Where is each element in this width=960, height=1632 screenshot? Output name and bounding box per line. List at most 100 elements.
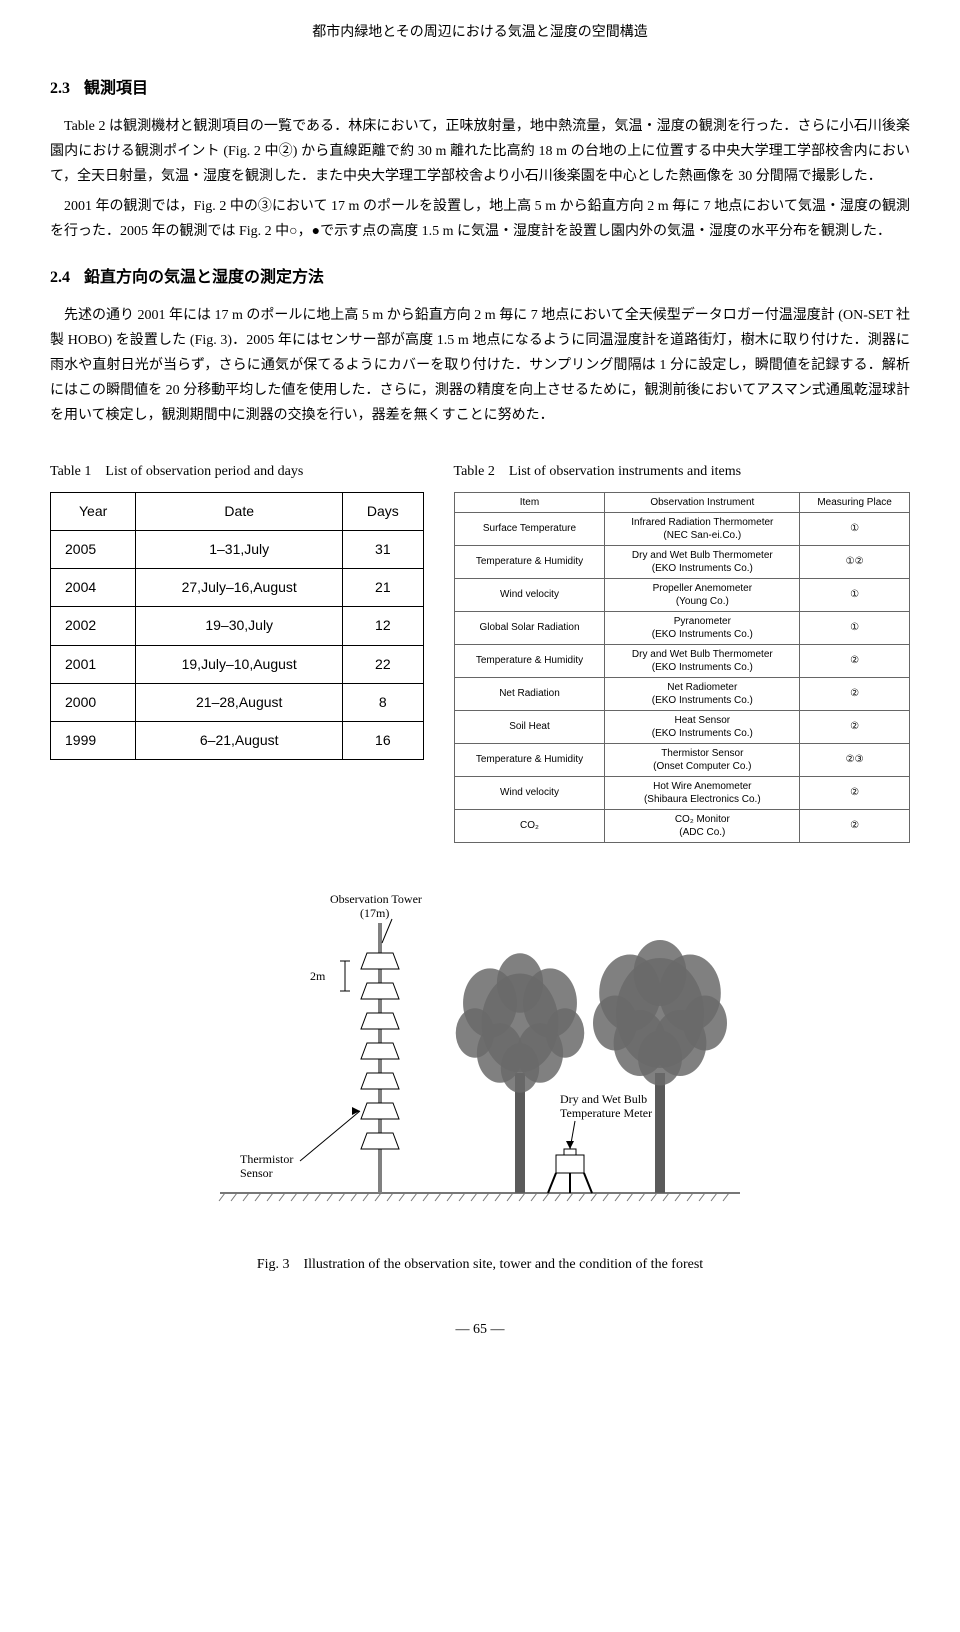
table-cell: ② (800, 776, 910, 809)
table-cell: 1999 (51, 721, 136, 759)
table-cell: 27,July–16,August (136, 569, 343, 607)
table-header-row: Year Date Days (51, 492, 424, 530)
table-cell: ① (800, 512, 910, 545)
table-cell: 2004 (51, 569, 136, 607)
table-cell: Surface Temperature (454, 512, 605, 545)
table-row: CO₂CO₂ Monitor(ADC Co.)② (454, 809, 910, 842)
tables-row: Table 1 List of observation period and d… (50, 459, 910, 843)
figure-3-svg: 2m Observation Tower(17m) ThermistorSensor… (200, 873, 760, 1233)
table-row: Surface TemperatureInfrared Radiation Th… (454, 512, 910, 545)
table-cell: Hot Wire Anemometer(Shibaura Electronics… (605, 776, 800, 809)
table-2-caption: Table 2 List of observation instruments … (454, 459, 911, 484)
table-cell: 21–28,August (136, 683, 343, 721)
table-cell: 2001 (51, 645, 136, 683)
table-header-cell: Measuring Place (800, 492, 910, 512)
table-cell: Heat Sensor(EKO Instruments Co.) (605, 710, 800, 743)
table-2: Item Observation Instrument Measuring Pl… (454, 492, 911, 843)
paragraph: 2001 年の観測では，Fig. 2 中の③において 17 m のポールを設置し… (50, 194, 910, 244)
table-row: Net RadiationNet Radiometer(EKO Instrume… (454, 677, 910, 710)
table-cell: Dry and Wet Bulb Thermometer(EKO Instrum… (605, 644, 800, 677)
section-title: 鉛直方向の気温と湿度の測定方法 (84, 269, 324, 286)
table-1-block: Table 1 List of observation period and d… (50, 459, 424, 843)
table-cell: ② (800, 677, 910, 710)
table-cell: ②③ (800, 743, 910, 776)
table-cell: 1–31,July (136, 531, 343, 569)
table-header-cell: Date (136, 492, 343, 530)
figure-3-block: 2m Observation Tower(17m) ThermistorSensor… (50, 873, 910, 1277)
table-row: Temperature & HumidityDry and Wet Bulb T… (454, 545, 910, 578)
section-2-4-header: 2.4 鉛直方向の気温と湿度の測定方法 (50, 264, 910, 293)
table-row: Temperature & HumidityThermistor Sensor(… (454, 743, 910, 776)
table-cell: 8 (343, 683, 423, 721)
table-row: 200219–30,July12 (51, 607, 424, 645)
table-cell: Net Radiation (454, 677, 605, 710)
table-cell: Temperature & Humidity (454, 545, 605, 578)
table-cell: Net Radiometer(EKO Instruments Co.) (605, 677, 800, 710)
table-cell: 19,July–10,August (136, 645, 343, 683)
table-row: Temperature & HumidityDry and Wet Bulb T… (454, 644, 910, 677)
table-1-caption: Table 1 List of observation period and d… (50, 459, 424, 484)
table-cell: Wind velocity (454, 578, 605, 611)
table-row: Wind velocityHot Wire Anemometer(Shibaur… (454, 776, 910, 809)
table-cell: Temperature & Humidity (454, 644, 605, 677)
table-row: Soil HeatHeat Sensor(EKO Instruments Co.… (454, 710, 910, 743)
table-cell: 2005 (51, 531, 136, 569)
table-row: Global Solar RadiationPyranometer(EKO In… (454, 611, 910, 644)
table-cell: 22 (343, 645, 423, 683)
table-cell: Infrared Radiation Thermometer(NEC San-e… (605, 512, 800, 545)
table-cell: Temperature & Humidity (454, 743, 605, 776)
svg-text:Temperature Meter: Temperature Meter (560, 1106, 652, 1120)
table-row: 200021–28,August8 (51, 683, 424, 721)
figure-3-caption: Fig. 3 Illustration of the observation s… (50, 1252, 910, 1277)
table-cell: Global Solar Radiation (454, 611, 605, 644)
table-cell: ② (800, 644, 910, 677)
table-cell: CO₂ (454, 809, 605, 842)
section-title: 観測項目 (84, 80, 148, 97)
svg-text:Sensor: Sensor (240, 1166, 273, 1180)
svg-text:2m: 2m (310, 969, 326, 983)
table-cell: Propeller Anemometer(Young Co.) (605, 578, 800, 611)
svg-text:(17m): (17m) (360, 906, 389, 920)
table-cell: 21 (343, 569, 423, 607)
table-cell: 6–21,August (136, 721, 343, 759)
table-cell: 31 (343, 531, 423, 569)
table-header-row: Item Observation Instrument Measuring Pl… (454, 492, 910, 512)
table-header-cell: Days (343, 492, 423, 530)
table-cell: ①② (800, 545, 910, 578)
section-number: 2.3 (50, 80, 70, 97)
table-row: 19996–21,August16 (51, 721, 424, 759)
table-cell: 19–30,July (136, 607, 343, 645)
table-cell: Pyranometer(EKO Instruments Co.) (605, 611, 800, 644)
table-cell: Thermistor Sensor(Onset Computer Co.) (605, 743, 800, 776)
section-2-3-header: 2.3 観測項目 (50, 75, 910, 104)
table-cell: Soil Heat (454, 710, 605, 743)
table-cell: ① (800, 578, 910, 611)
running-title: 都市内緑地とその周辺における気温と湿度の空間構造 (50, 20, 910, 45)
table-cell: 16 (343, 721, 423, 759)
table-header-cell: Item (454, 492, 605, 512)
table-cell: ② (800, 710, 910, 743)
table-cell: CO₂ Monitor(ADC Co.) (605, 809, 800, 842)
table-cell: Dry and Wet Bulb Thermometer(EKO Instrum… (605, 545, 800, 578)
table-header-cell: Observation Instrument (605, 492, 800, 512)
table-cell: ① (800, 611, 910, 644)
table-cell: 2000 (51, 683, 136, 721)
section-number: 2.4 (50, 269, 70, 286)
table-row: 20051–31,July31 (51, 531, 424, 569)
table-cell: 2002 (51, 607, 136, 645)
table-1: Year Date Days 20051–31,July31200427,Jul… (50, 492, 424, 760)
table-row: Wind velocityPropeller Anemometer(Young … (454, 578, 910, 611)
table-header-cell: Year (51, 492, 136, 530)
paragraph: 先述の通り 2001 年には 17 m のポールに地上高 5 m から鉛直方向 … (50, 303, 910, 429)
table-row: 200119,July–10,August22 (51, 645, 424, 683)
page-number: — 65 — (50, 1317, 910, 1342)
table-cell: Wind velocity (454, 776, 605, 809)
svg-text:Thermistor: Thermistor (240, 1152, 293, 1166)
table-row: 200427,July–16,August21 (51, 569, 424, 607)
table-cell: ② (800, 809, 910, 842)
paragraph: Table 2 は観測機材と観測項目の一覧である．林床において，正味放射量，地中… (50, 114, 910, 190)
svg-text:Observation Tower: Observation Tower (330, 892, 422, 906)
table-2-block: Table 2 List of observation instruments … (454, 459, 911, 843)
svg-text:Dry and Wet Bulb: Dry and Wet Bulb (560, 1092, 647, 1106)
table-cell: 12 (343, 607, 423, 645)
